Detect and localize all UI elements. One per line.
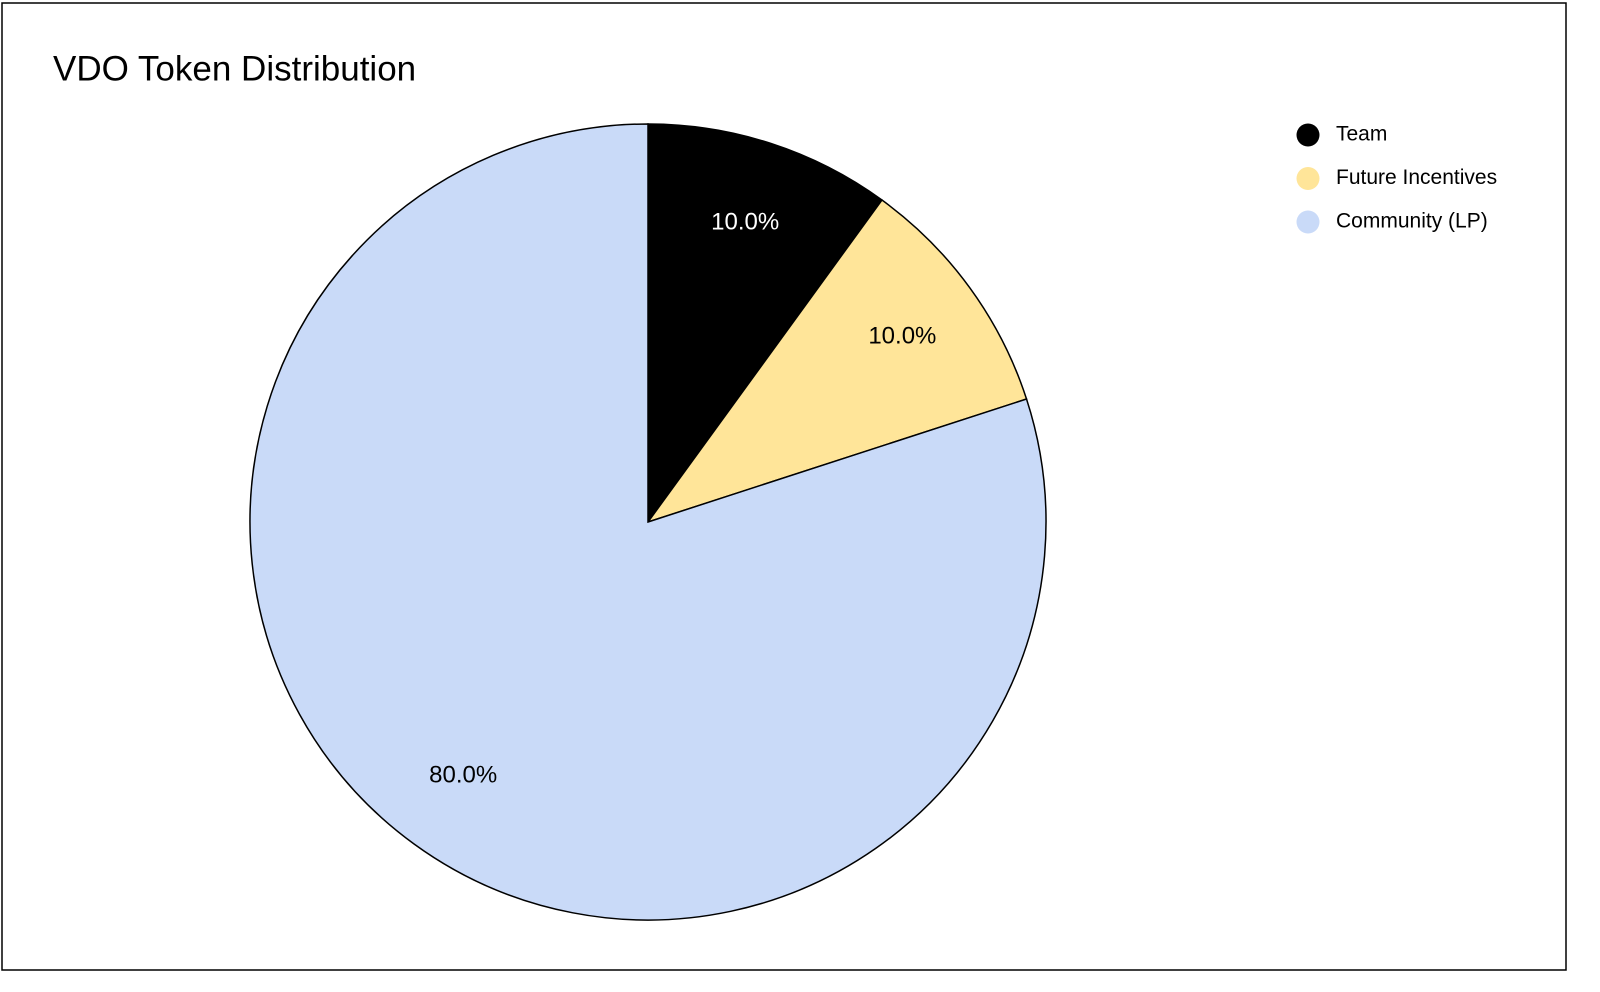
legend-label: Future Incentives [1336,166,1497,189]
slice-label: 10.0% [868,323,936,350]
legend-swatch [1296,167,1320,190]
pie-slice [249,123,1047,921]
pie-slice [647,123,883,525]
legend-label: Team [1336,123,1387,146]
slice-label: 10.0% [711,208,779,235]
legend-swatch [1296,210,1320,234]
legend-label: Community (LP) [1336,210,1488,233]
legend-swatch [1296,123,1320,147]
chart-title: VDO Token Distribution [53,49,416,88]
slice-label: 80.0% [429,762,497,789]
pie-slice [646,198,1028,524]
